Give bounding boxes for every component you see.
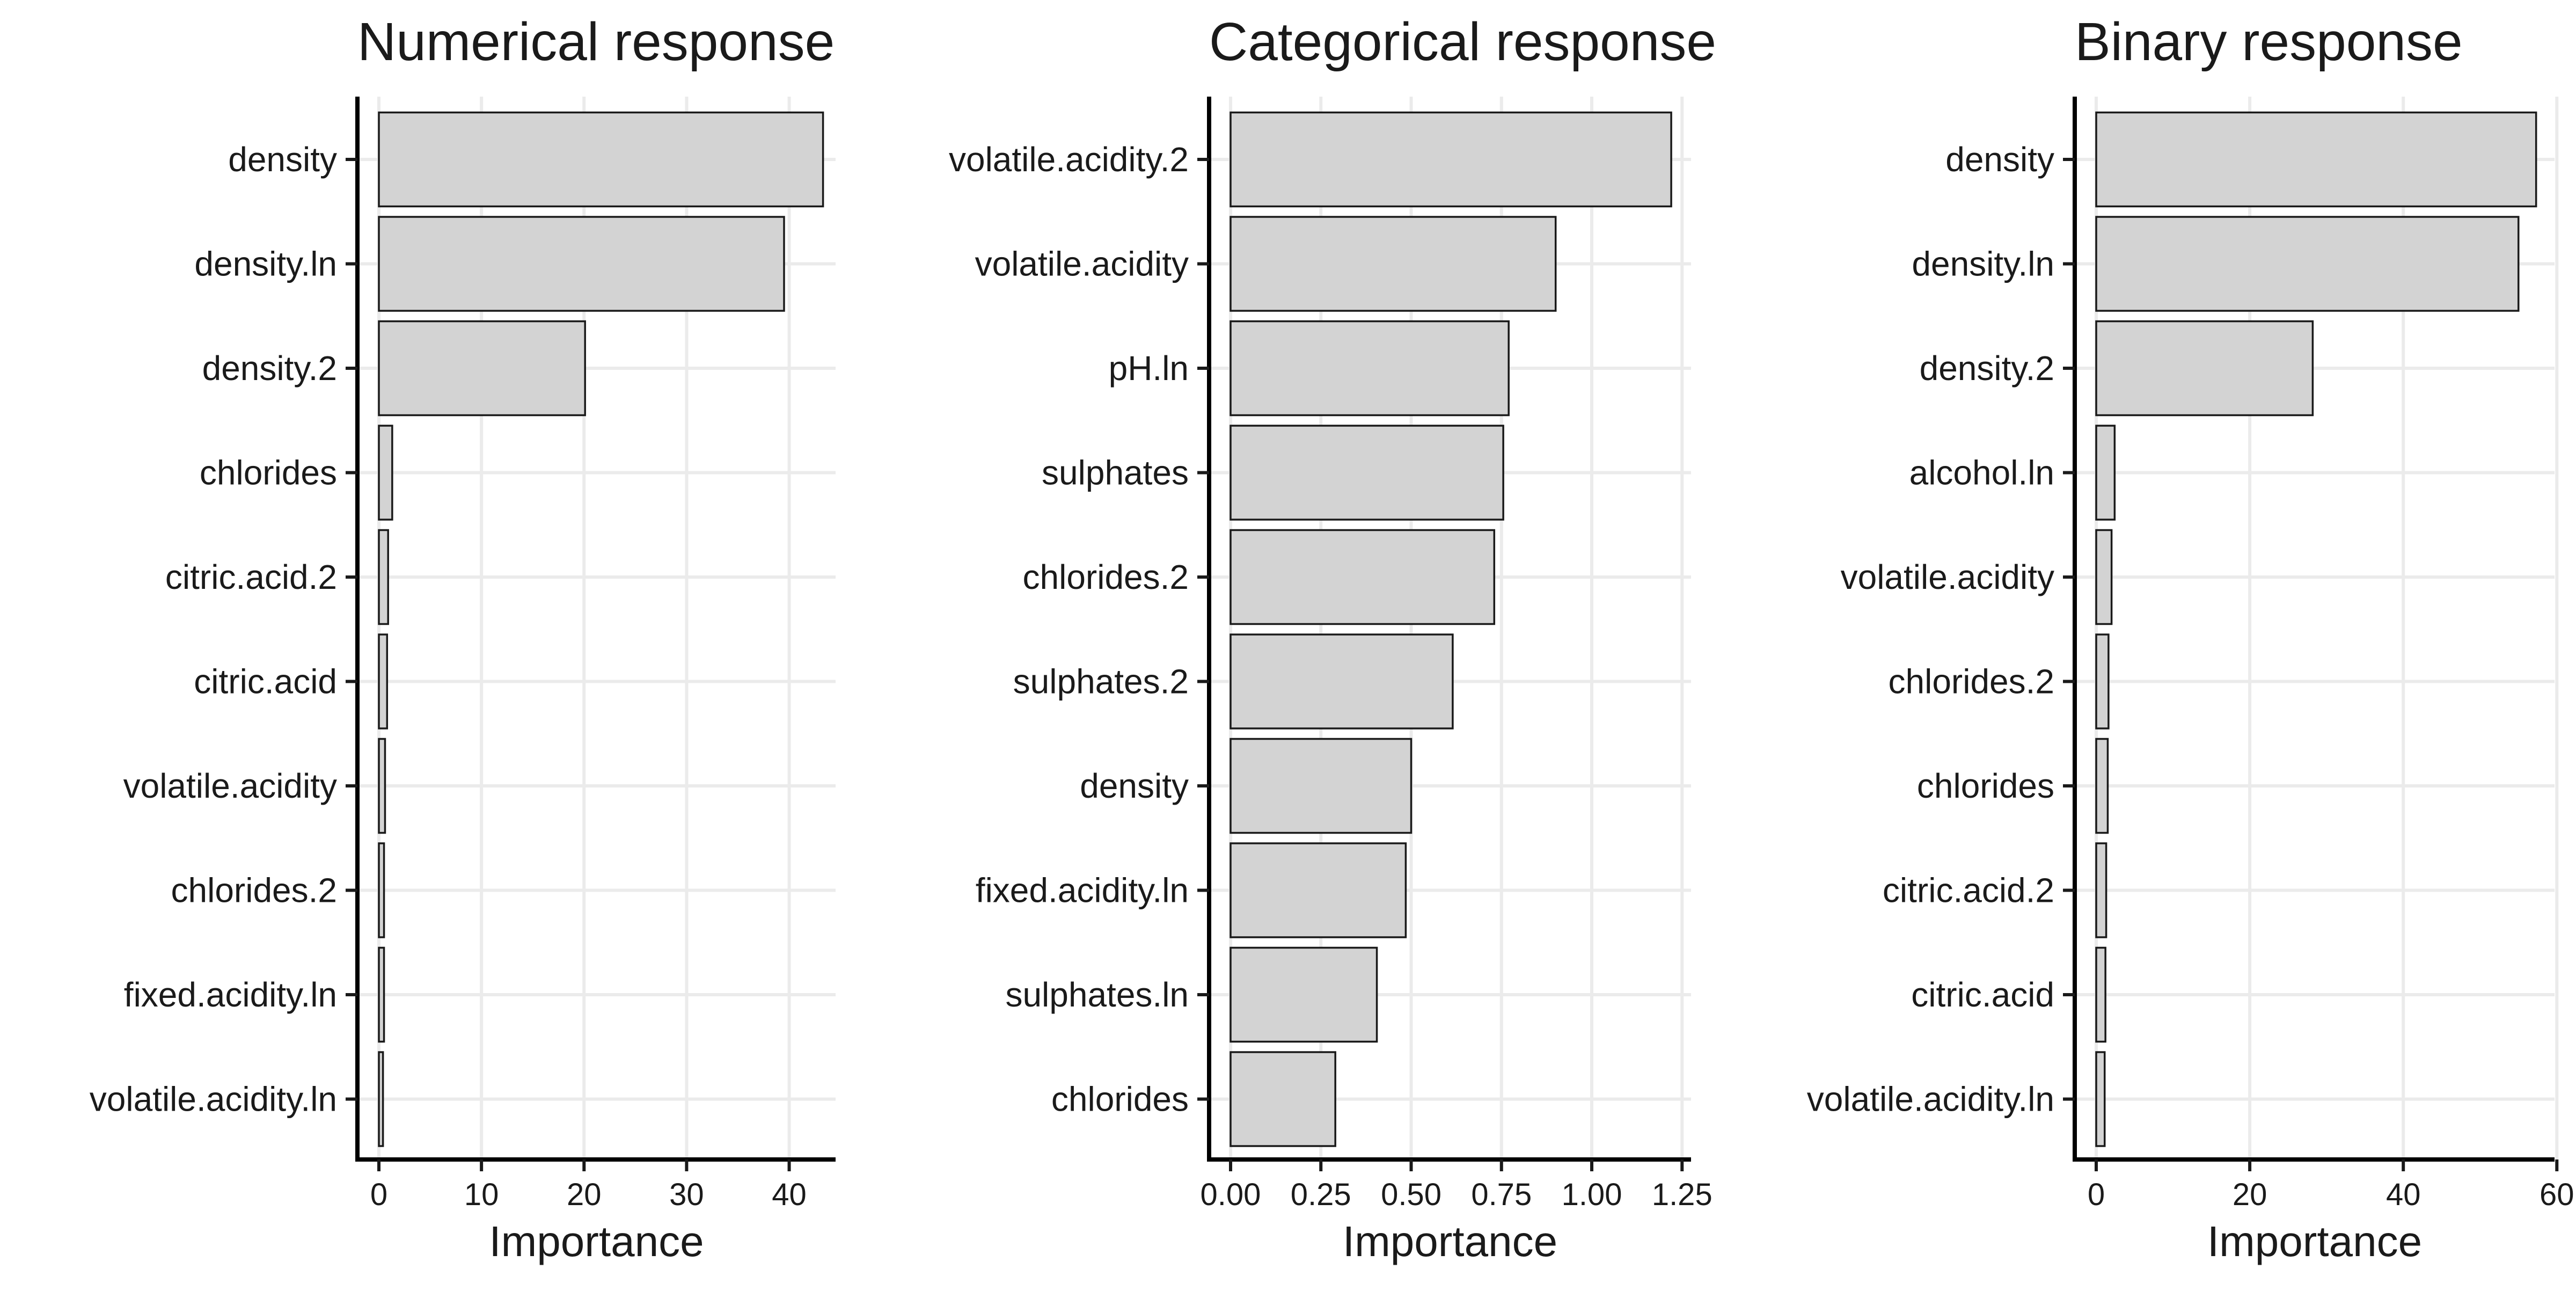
y-tick-label: sulphates [1042, 454, 1189, 492]
y-tick-label: sulphates.ln [1005, 975, 1189, 1014]
bar-citric-acid [378, 633, 389, 730]
bar-density-ln [378, 216, 785, 312]
bar-chlorides-2 [1230, 529, 1496, 625]
x-tick-label: 0.50 [1381, 1177, 1441, 1212]
x-tick-label: 10 [464, 1177, 499, 1212]
bar-fixed-acidity-ln [378, 946, 385, 1043]
y-tick-label: fixed.acidity.ln [124, 975, 337, 1014]
x-tick-label: 0 [2088, 1177, 2105, 1212]
bar-density [2095, 111, 2537, 208]
y-tick-label: density [1945, 140, 2054, 179]
y-tick-label: citric.acid.2 [165, 558, 337, 596]
bar-fixed-acidity-ln [1230, 842, 1407, 938]
y-tick-label: chlorides.2 [1889, 662, 2055, 701]
bar-citric-acid [2095, 946, 2106, 1043]
x-tick-label: 40 [772, 1177, 807, 1212]
x-axis-title: Importance [1343, 1217, 1557, 1265]
y-tick-label: fixed.acidity.ln [976, 871, 1189, 910]
bar-citric-acid-2 [2095, 842, 2107, 938]
bar-citric-acid-2 [378, 529, 389, 625]
y-tick-label: citric.acid.2 [1883, 871, 2054, 910]
y-tick-label: density.ln [1912, 245, 2054, 283]
bar-volatile-acidity [378, 738, 386, 834]
bar-volatile-acidity [2095, 529, 2113, 625]
bar-volatile-acidity [1230, 216, 1557, 312]
x-axis-title: Importance [2207, 1217, 2422, 1265]
bar-volatile-acidity-2 [1230, 111, 1672, 208]
y-tick-label: sulphates.2 [1013, 662, 1189, 701]
y-tick-label: density.2 [202, 349, 337, 388]
bar-sulphates-2 [1230, 633, 1454, 730]
bar-chlorides-2 [378, 842, 385, 938]
y-tick-label: density.2 [1920, 349, 2054, 388]
y-tick-label: chlorides.2 [1023, 558, 1189, 596]
y-tick-label: density [228, 140, 337, 179]
y-tick-label: chlorides [200, 454, 337, 492]
bar-density-2 [2095, 320, 2314, 417]
y-tick-label: chlorides [1051, 1080, 1189, 1119]
bar-chlorides [2095, 738, 2109, 834]
y-tick-label: pH.ln [1109, 349, 1189, 388]
y-tick-label: alcohol.ln [1909, 454, 2054, 492]
y-tick-label: volatile.acidity [123, 767, 337, 805]
x-tick-label: 0.25 [1291, 1177, 1351, 1212]
x-tick-label: 20 [2233, 1177, 2267, 1212]
bar-chlorides-2 [2095, 633, 2110, 730]
x-tick-label: 0 [370, 1177, 387, 1212]
x-tick-label: 1.00 [1562, 1177, 1622, 1212]
panel-title: Numerical response [357, 12, 835, 72]
x-axis-title: Importance [489, 1217, 704, 1265]
y-tick-label: citric.acid [194, 662, 337, 701]
y-tick-label: volatile.acidity [975, 245, 1189, 283]
x-tick-label: 20 [567, 1177, 602, 1212]
x-tick-label: 0.00 [1201, 1177, 1261, 1212]
y-tick-label: citric.acid [1911, 975, 2054, 1014]
bar-volatile-acidity-ln [2095, 1051, 2106, 1147]
bar-pH-ln [1230, 320, 1510, 417]
bar-density [1230, 738, 1413, 834]
x-tick-label: 60 [2540, 1177, 2574, 1212]
bar-chlorides [1230, 1051, 1336, 1147]
bar-sulphates [1230, 425, 1504, 521]
y-tick-label: volatile.acidity.2 [949, 140, 1189, 179]
x-tick-label: 40 [2386, 1177, 2421, 1212]
y-tick-label: density [1080, 767, 1189, 805]
x-tick-label: 1.25 [1652, 1177, 1713, 1212]
bar-alcohol-ln [2095, 425, 2116, 521]
y-tick-label: chlorides [1917, 767, 2054, 805]
bar-density [378, 111, 824, 208]
y-tick-label: density.ln [194, 245, 337, 283]
x-tick-label: 30 [669, 1177, 704, 1212]
bar-chlorides [378, 425, 393, 521]
panel-3: density density.ln density.2 alcohol.ln vola… [1807, 12, 2574, 1265]
bar-sulphates-ln [1230, 946, 1378, 1043]
bar-density-2 [378, 320, 586, 417]
bar-volatile-acidity-ln [378, 1051, 384, 1147]
y-tick-label: chlorides.2 [171, 871, 338, 910]
panel-title: Binary response [2075, 12, 2463, 72]
x-tick-label: 0.75 [1471, 1177, 1532, 1212]
panel-2: volatile.acidity.2 volatile.acidity pH.ln s… [949, 12, 1716, 1265]
y-tick-label: volatile.acidity.ln [1807, 1080, 2054, 1119]
y-tick-label: volatile.acidity [1841, 558, 2054, 596]
panel-1: density density.ln density.2 chlorides citri… [90, 12, 836, 1265]
bar-density-ln [2095, 216, 2520, 312]
y-tick-label: volatile.acidity.ln [90, 1080, 337, 1119]
panel-title: Categorical response [1209, 12, 1716, 72]
